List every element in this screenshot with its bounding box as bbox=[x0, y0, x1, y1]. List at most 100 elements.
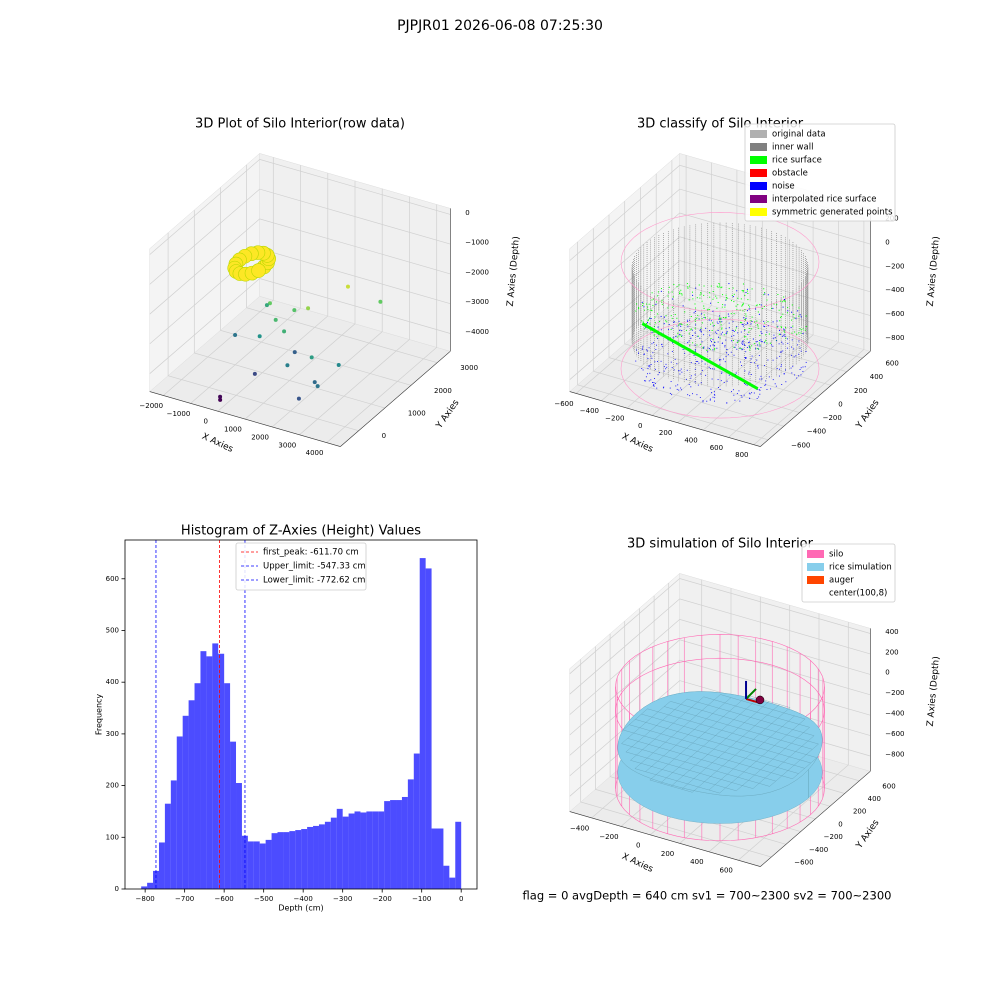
legend-box bbox=[744, 123, 896, 222]
noise-point bbox=[710, 320, 712, 322]
surface-point bbox=[684, 311, 686, 313]
surface-point bbox=[780, 326, 782, 328]
noise-point bbox=[784, 373, 785, 375]
legend-label: Lower_limit: -772.62 cm bbox=[263, 576, 365, 586]
axes-3d: 3D Plot of Silo Interior(row data)−2000−… bbox=[139, 117, 522, 458]
surface-point bbox=[756, 347, 758, 349]
noise-point bbox=[725, 355, 727, 357]
surface-point bbox=[741, 305, 743, 307]
surface-point bbox=[677, 332, 679, 334]
surface-point bbox=[693, 312, 695, 314]
surface-point bbox=[772, 321, 774, 323]
surface-point bbox=[787, 310, 789, 312]
x-tick-label: −500 bbox=[254, 895, 273, 903]
noise-point bbox=[703, 334, 705, 336]
surface-point bbox=[756, 320, 758, 322]
surface-point bbox=[742, 302, 744, 304]
noise-point bbox=[700, 330, 702, 332]
noise-point bbox=[709, 334, 711, 336]
surface-point bbox=[694, 318, 696, 320]
y-tick-label: 400 bbox=[870, 373, 883, 381]
noise-point bbox=[699, 337, 701, 339]
noise-point bbox=[731, 391, 733, 393]
x-axis bbox=[569, 391, 761, 447]
noise-point bbox=[694, 374, 696, 376]
surface-point bbox=[681, 294, 683, 296]
noise-point bbox=[644, 380, 645, 382]
bar bbox=[401, 796, 408, 889]
surface-point bbox=[660, 290, 662, 292]
surface-point bbox=[783, 296, 785, 298]
surface-point bbox=[722, 304, 724, 306]
surface-point bbox=[712, 310, 714, 312]
surface-point bbox=[707, 308, 709, 310]
surface-point bbox=[758, 348, 760, 350]
surface-point bbox=[694, 320, 696, 322]
grid-line bbox=[595, 646, 786, 845]
noise-point bbox=[701, 360, 703, 362]
surface-point bbox=[752, 338, 754, 340]
x-tick-label: −1000 bbox=[167, 410, 191, 418]
z-axis-label: Z Axies (Depth) bbox=[926, 236, 942, 307]
bar bbox=[170, 780, 177, 889]
noise-point bbox=[724, 346, 726, 348]
surface-point bbox=[800, 316, 802, 318]
x-tick-label: 0 bbox=[638, 422, 642, 430]
point bbox=[336, 363, 341, 368]
grid-line bbox=[326, 204, 438, 443]
noise-point bbox=[750, 362, 752, 363]
legend-label: first_peak: -611.70 cm bbox=[263, 548, 359, 558]
noise-point bbox=[689, 395, 691, 397]
grid-line bbox=[626, 169, 738, 409]
surface-point bbox=[719, 284, 721, 286]
grid-line bbox=[640, 187, 832, 386]
noise-point bbox=[748, 345, 750, 347]
surface-point bbox=[694, 327, 696, 329]
surface-point bbox=[733, 293, 735, 295]
noise-point bbox=[648, 347, 650, 349]
noise-point bbox=[742, 317, 744, 319]
noise-point bbox=[673, 321, 675, 323]
noise-point bbox=[787, 338, 789, 340]
noise-point bbox=[699, 329, 701, 331]
noise-point bbox=[659, 372, 660, 374]
grid-line bbox=[655, 173, 847, 373]
noise-point bbox=[745, 324, 747, 326]
legend-label: symmetric generated points bbox=[772, 208, 893, 218]
surface-point bbox=[799, 328, 801, 330]
y-tick-label: 0 bbox=[382, 432, 386, 440]
surface-point bbox=[741, 322, 743, 324]
surface-point bbox=[670, 315, 672, 317]
legend-box bbox=[235, 542, 367, 591]
noise-point bbox=[720, 318, 722, 320]
noise-point bbox=[741, 342, 743, 344]
grid-line bbox=[569, 212, 871, 309]
surface-point bbox=[679, 292, 681, 294]
noise-point bbox=[647, 373, 648, 375]
x-tick-label: −200 bbox=[599, 833, 618, 841]
surface-point bbox=[651, 299, 653, 301]
surface-point bbox=[800, 329, 802, 331]
bar bbox=[396, 800, 402, 889]
surface-point bbox=[660, 288, 662, 290]
surface-point bbox=[679, 291, 681, 293]
surface-point bbox=[797, 310, 799, 312]
x-tick-label: 600 bbox=[710, 444, 723, 452]
noise-point bbox=[785, 369, 786, 371]
noise-point bbox=[745, 383, 747, 385]
noise-point bbox=[796, 377, 798, 379]
x-tick-label: −600 bbox=[215, 895, 234, 903]
bar bbox=[313, 825, 319, 889]
surface-point bbox=[665, 320, 667, 322]
surface-point bbox=[719, 318, 721, 320]
surface-point bbox=[690, 329, 692, 331]
surface-point bbox=[745, 315, 747, 317]
surface-point bbox=[750, 323, 752, 325]
surface-point bbox=[697, 314, 699, 316]
surface-point bbox=[650, 330, 652, 332]
surface-point bbox=[793, 317, 795, 319]
grid-line bbox=[569, 639, 871, 736]
noise-point bbox=[745, 351, 747, 353]
surface-point bbox=[724, 306, 726, 308]
grid-line bbox=[577, 241, 769, 441]
